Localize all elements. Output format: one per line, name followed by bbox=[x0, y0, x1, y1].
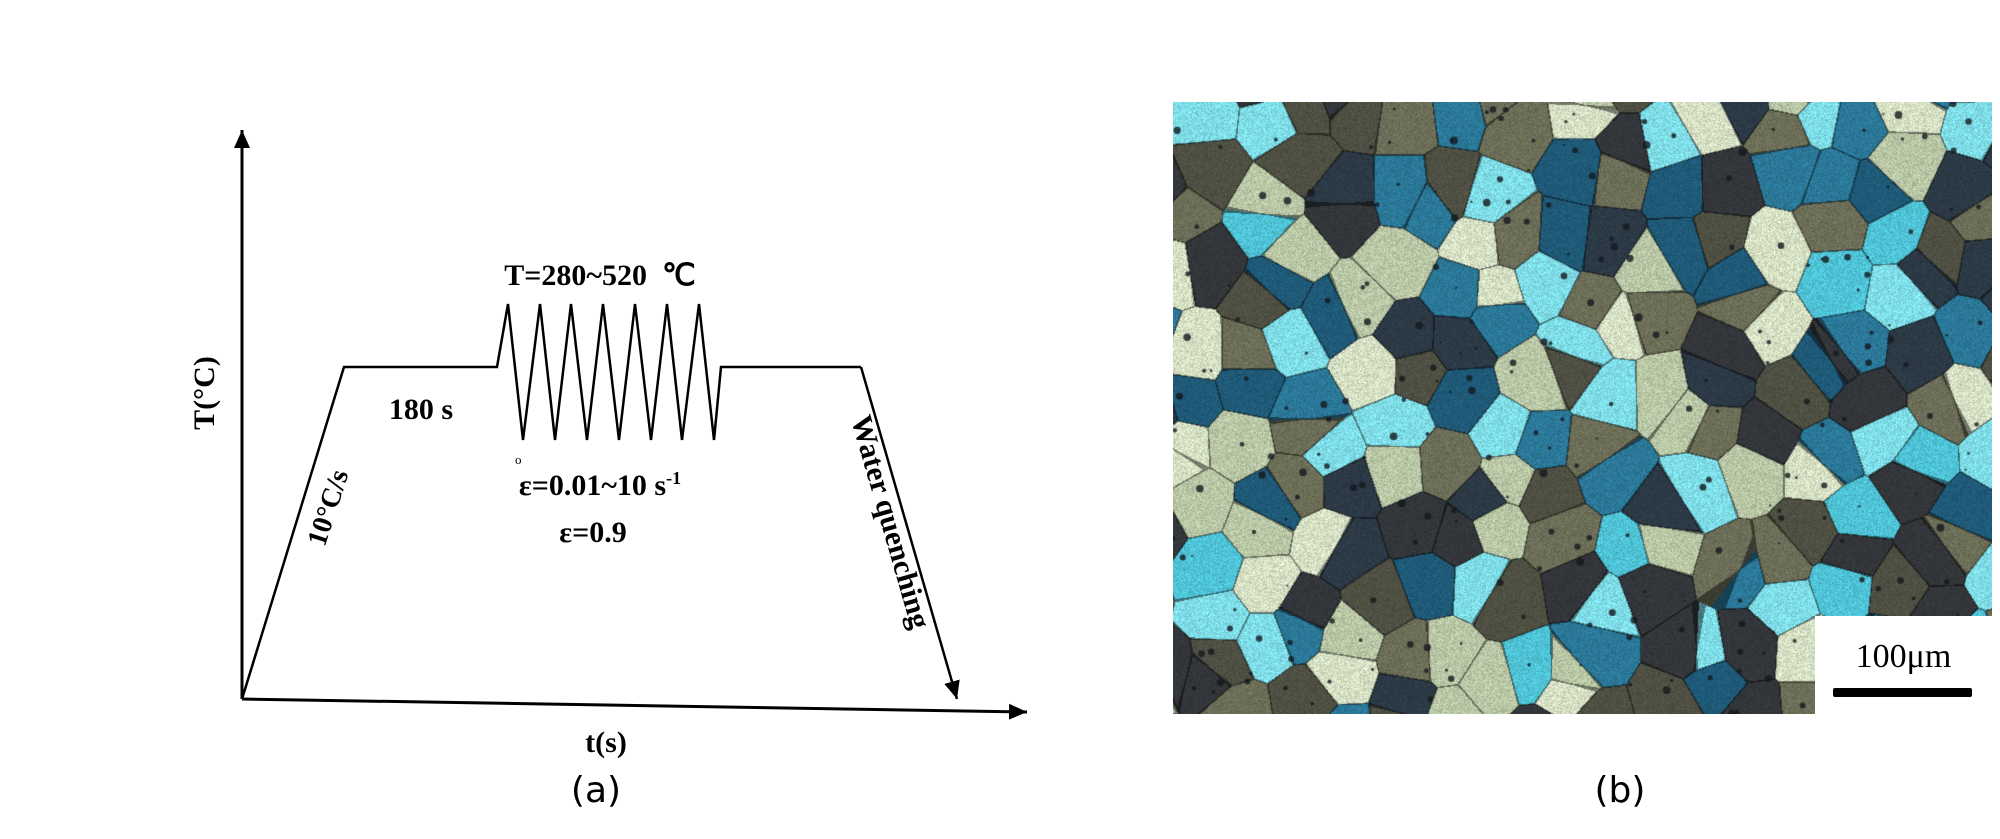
strain-rate-label: ε=0.01~10 s-1 bbox=[500, 468, 700, 503]
caption-b: (b) bbox=[1580, 770, 1660, 811]
strain-rate-exponent: -1 bbox=[666, 468, 681, 488]
temperature-range-label: T=280~520 ℃ bbox=[480, 258, 720, 293]
scale-bar bbox=[1833, 688, 1972, 697]
micrograph: 100μm bbox=[1173, 102, 1992, 714]
scale-bar-box: 100μm bbox=[1815, 616, 1992, 714]
hold-time-label: 180 s bbox=[371, 393, 471, 427]
caption-a: (a) bbox=[556, 770, 636, 811]
strain-rate-dot: o bbox=[515, 452, 522, 468]
y-axis-label: T(°C) bbox=[188, 338, 222, 448]
scale-bar-label: 100μm bbox=[1815, 638, 1992, 676]
x-axis bbox=[242, 699, 1027, 712]
thermomechanical-schedule-diagram bbox=[0, 0, 1100, 839]
x-axis-label: t(s) bbox=[556, 726, 656, 760]
strain-rate-text: ε=0.01~10 s bbox=[519, 469, 666, 502]
strain-label: ε=0.9 bbox=[543, 516, 643, 550]
